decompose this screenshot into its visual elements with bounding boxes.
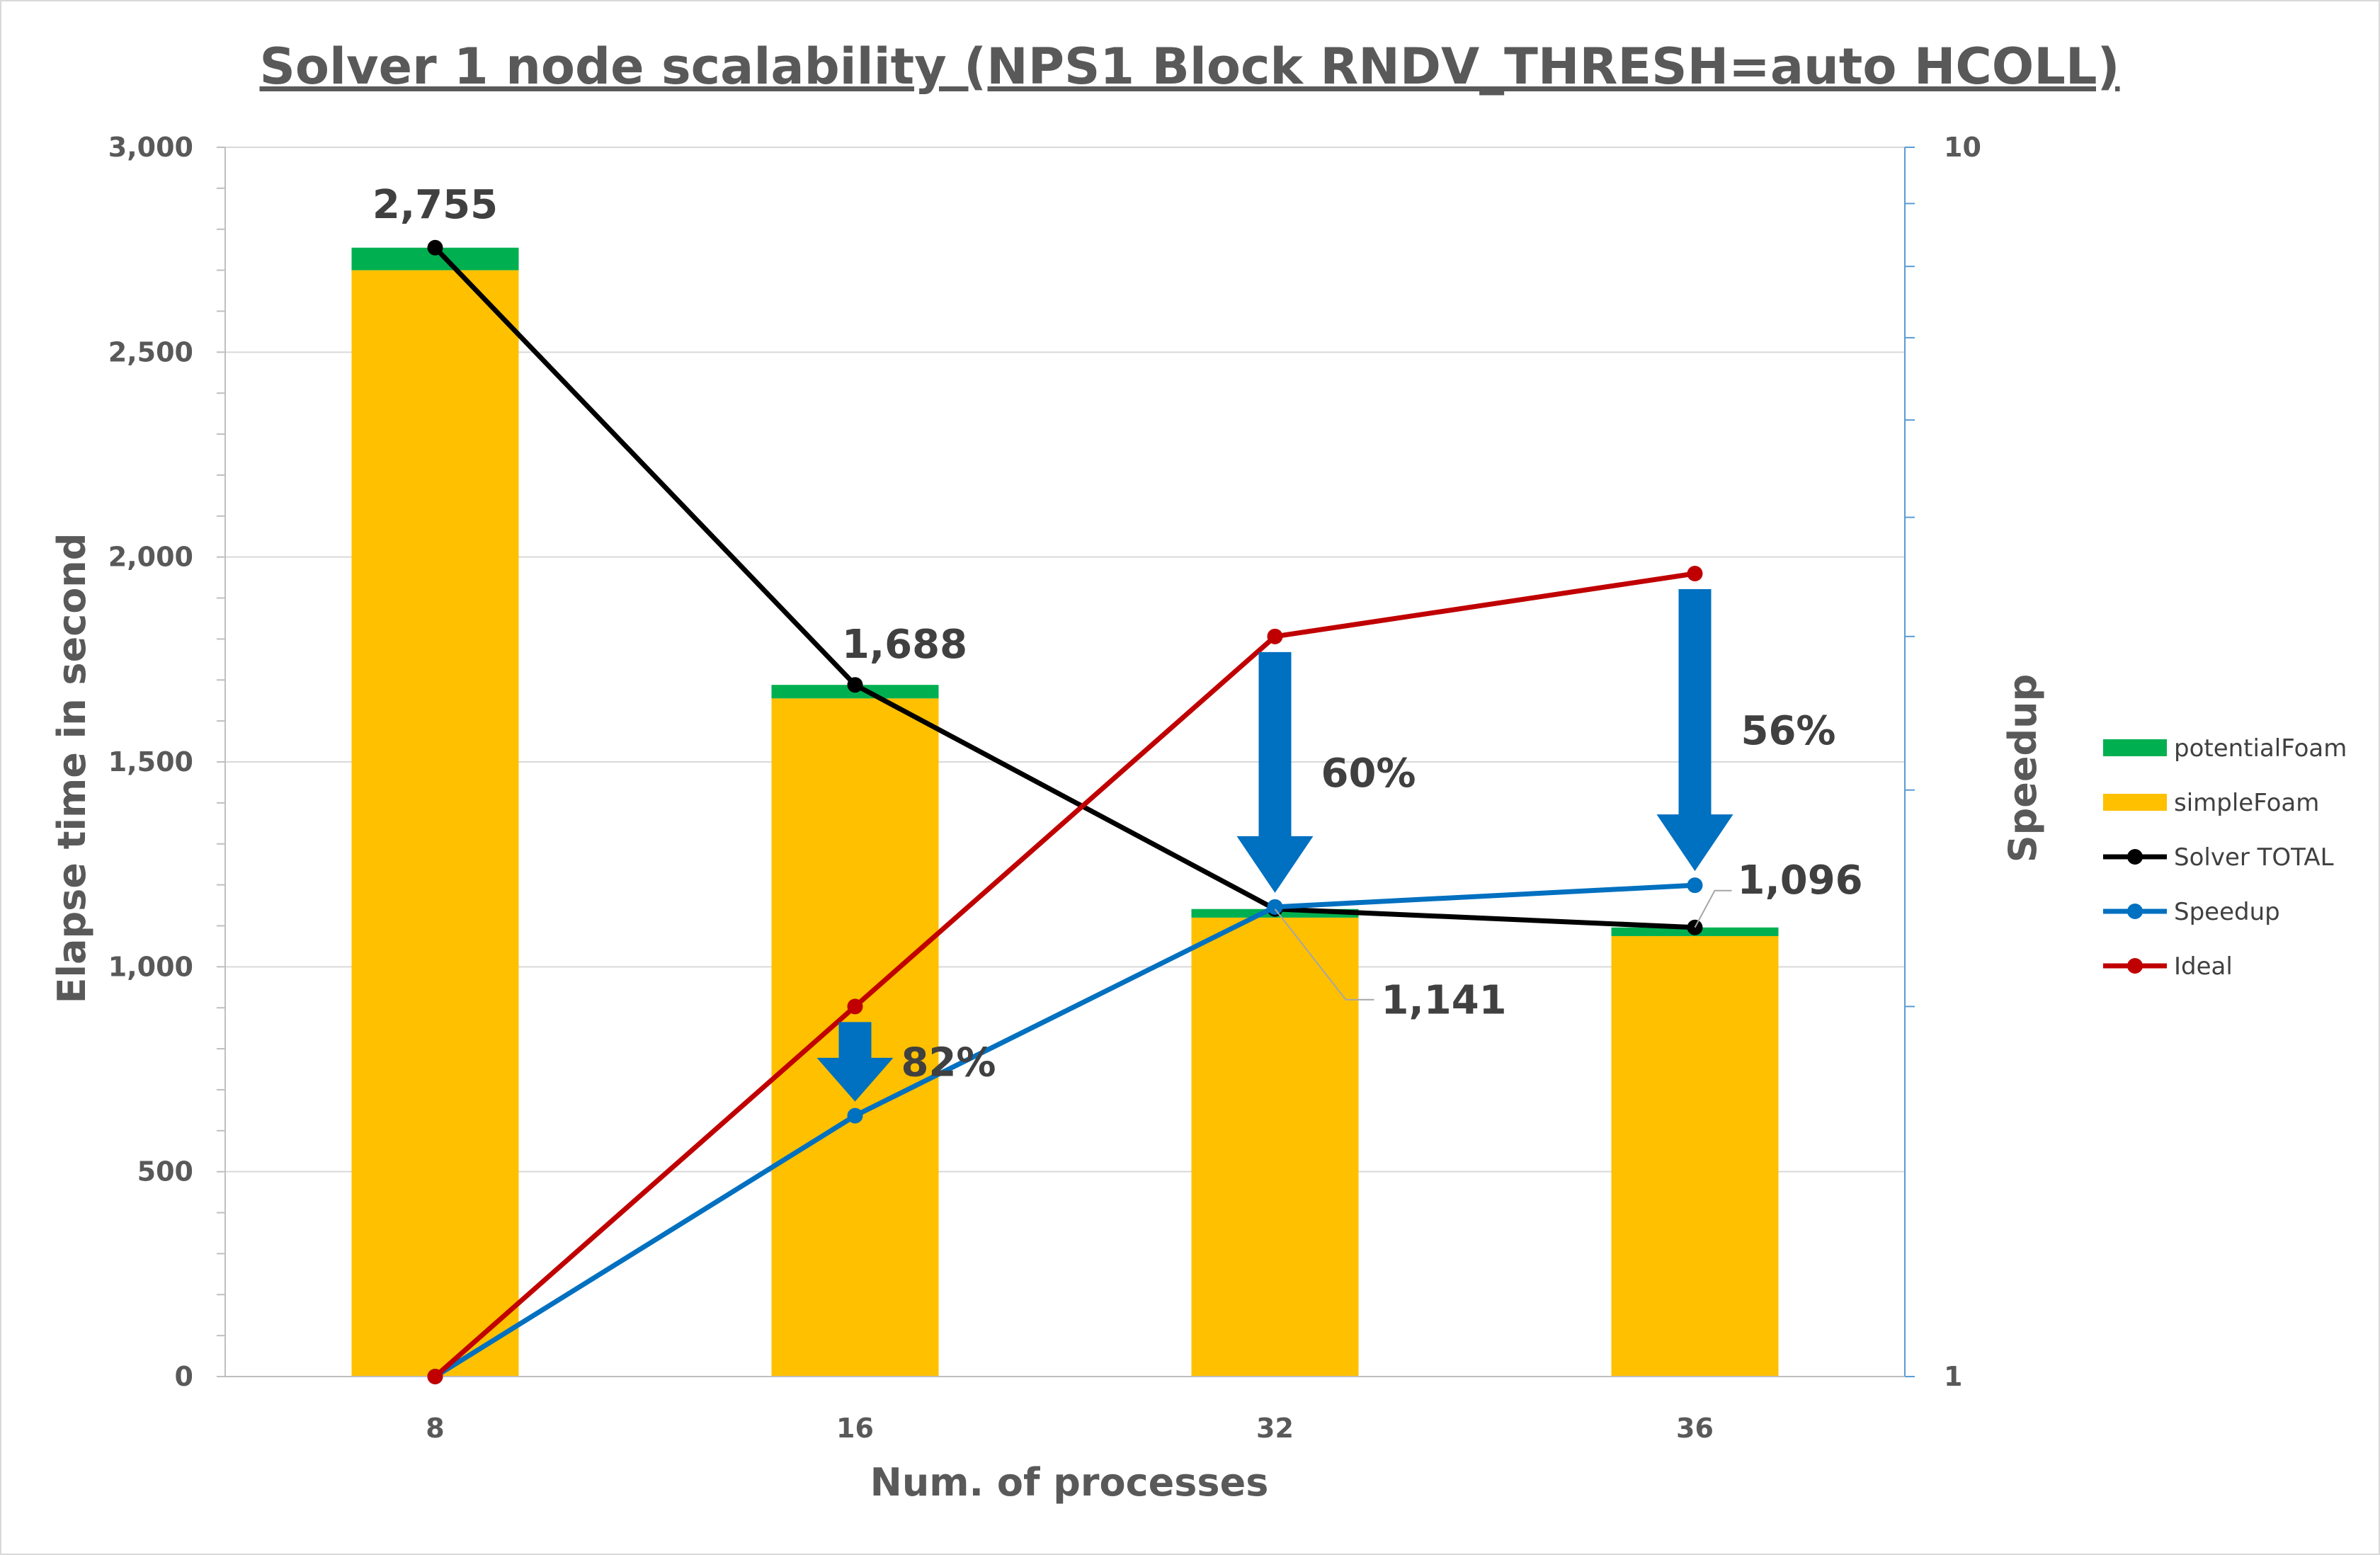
- legend-marker: [2127, 958, 2143, 974]
- x-tick-label: 8: [426, 1413, 444, 1444]
- data-label-32: 1,141: [1382, 978, 1507, 1024]
- point-ideal-36: [1687, 566, 1703, 582]
- legend-label: simpleFoam: [2174, 789, 2319, 817]
- leader-line-36: [1694, 889, 1732, 928]
- legend-label: Ideal: [2174, 952, 2233, 981]
- y-tick-label: 1,000: [108, 951, 193, 982]
- annotation-arrows: [816, 589, 1733, 1102]
- y2-tick-label: 10: [1944, 132, 1981, 163]
- x-tick-label: 16: [836, 1413, 874, 1444]
- legend-item-potentialfoam: potentialFoam: [2103, 734, 2347, 763]
- line-speedup: [433, 882, 1695, 1379]
- y2-axis-title: Speedup: [2000, 674, 2045, 863]
- point-ideal-32: [1267, 628, 1283, 644]
- legend-swatch: [2103, 794, 2167, 811]
- bar-simplefoam-32: [1191, 917, 1359, 1377]
- point-speedup-36: [1687, 877, 1703, 894]
- legend-label: Speedup: [2174, 898, 2280, 926]
- legend-swatch: [2103, 739, 2167, 756]
- annotation-arrow-32: [1236, 651, 1314, 893]
- y-tick-label: 3,000: [108, 132, 193, 163]
- line-ideal: [433, 571, 1696, 1379]
- y-tick-label: 2,500: [108, 336, 193, 368]
- legend-item-speedup: Speedup: [2103, 898, 2280, 926]
- point-ideal-16: [847, 998, 863, 1015]
- annotation-label-32: 60%: [1321, 751, 1416, 797]
- annotation-arrow-36: [1656, 589, 1733, 872]
- point-solver-total-16: [847, 677, 863, 693]
- x-tick-label: 36: [1676, 1413, 1714, 1444]
- data-label-36: 1,096: [1738, 858, 1863, 904]
- bars: [351, 247, 1779, 1377]
- y-axis-title: Elapse time in second: [50, 533, 94, 1004]
- y-tick-label: 500: [137, 1156, 193, 1187]
- point-speedup-16: [847, 1107, 863, 1124]
- y-tick-label: 0: [175, 1361, 193, 1392]
- legend-item-solver-total: Solver TOTAL: [2103, 843, 2334, 872]
- annotation-label-36: 56%: [1741, 708, 1836, 754]
- bar-simplefoam-8: [351, 270, 519, 1377]
- bar-simplefoam-36: [1611, 935, 1779, 1377]
- axes: 0 500 1,000 1,500 2,000 2,500 3,000 1 10 8 16 32 36: [108, 132, 1981, 1444]
- chart-title: Solver 1 node scalability (NPS1 Block RN…: [260, 38, 2120, 96]
- legend-marker: [2127, 904, 2143, 919]
- legend-marker: [2127, 849, 2143, 865]
- series-lines: [427, 239, 1703, 1384]
- point-speedup-32: [1267, 899, 1283, 915]
- legend-item-simplefoam: simpleFoam: [2103, 789, 2319, 817]
- y-tick-label: 1,500: [108, 746, 193, 778]
- x-axis-title: Num. of processes: [870, 1460, 1269, 1505]
- legend-label: potentialFoam: [2174, 734, 2347, 763]
- data-label-8: 2,755: [372, 182, 498, 228]
- y-tick-label: 2,000: [108, 542, 193, 573]
- line-solver-total: [433, 246, 1695, 930]
- leader-line-32: [1274, 908, 1374, 1001]
- y2-tick-label: 1: [1944, 1361, 1962, 1392]
- point-solver-total-8: [427, 239, 443, 256]
- x-tick-label: 32: [1256, 1413, 1294, 1444]
- legend-label: Solver TOTAL: [2174, 843, 2334, 872]
- legend: potentialFoam simpleFoam Solver TOTAL Speed…: [2103, 734, 2347, 981]
- data-label-16: 1,688: [842, 622, 967, 668]
- point-ideal-8: [427, 1369, 443, 1384]
- data-labels: 82% 60% 56% 2,755 1,688 1,141 1,096: [372, 182, 1863, 1086]
- annotation-arrow-16: [816, 1022, 894, 1102]
- legend-item-ideal: Ideal: [2103, 952, 2233, 981]
- annotation-label-16: 82%: [901, 1040, 996, 1086]
